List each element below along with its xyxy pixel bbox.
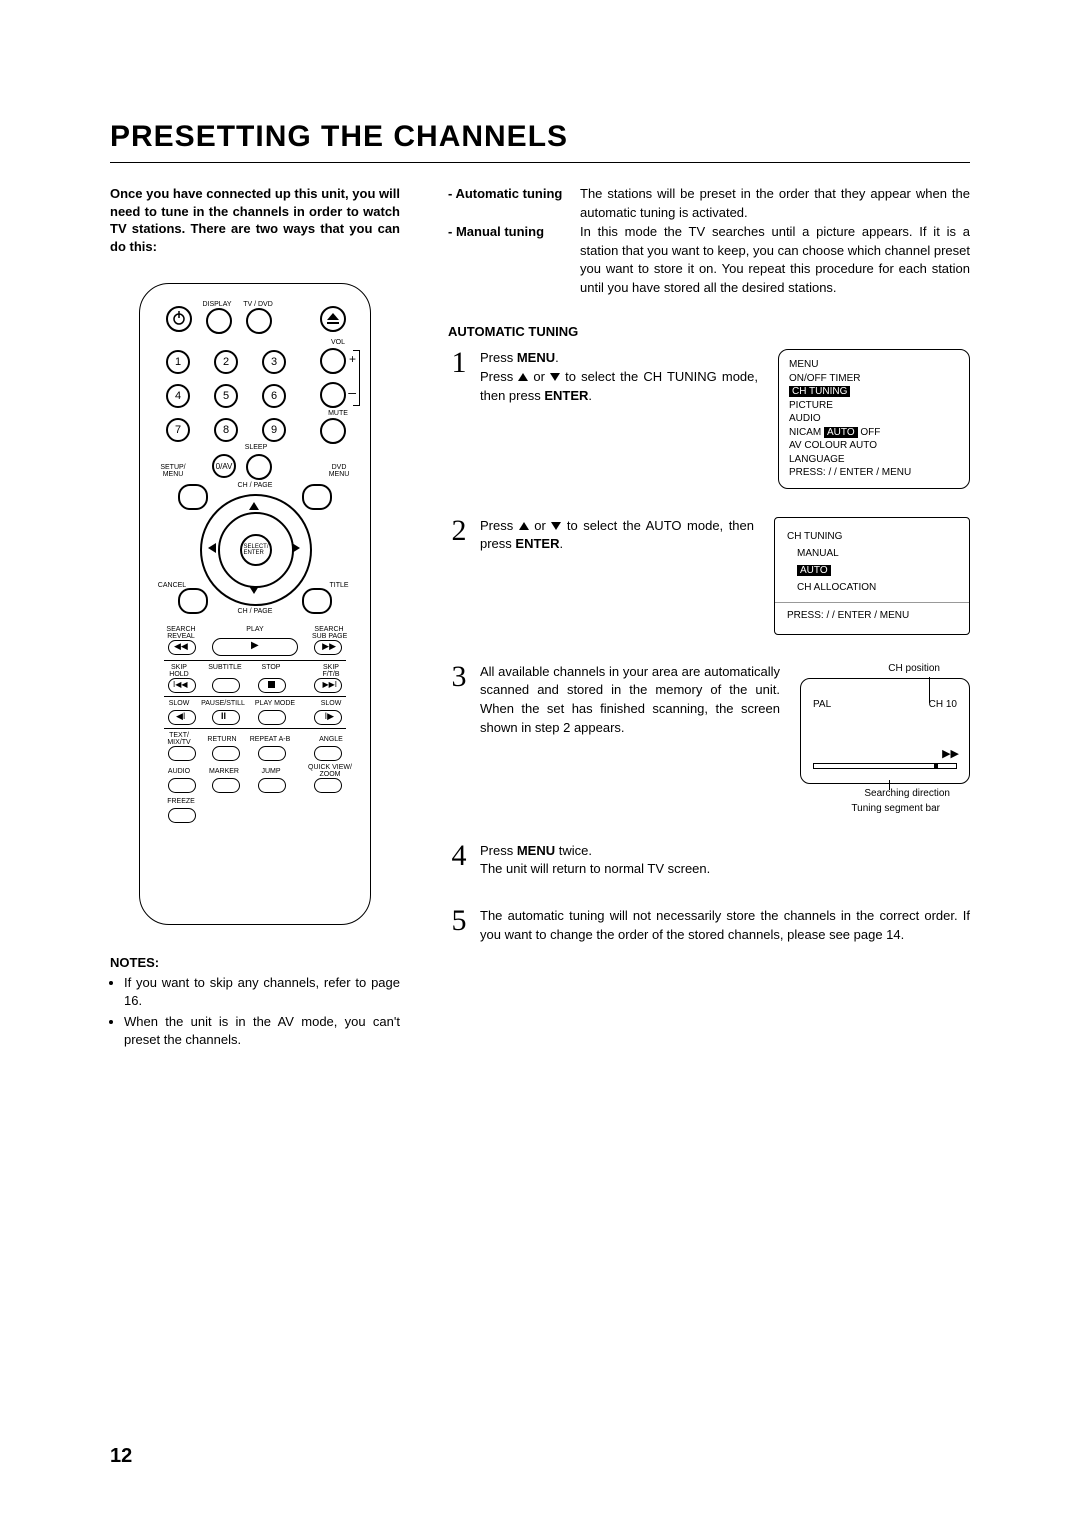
- up-arrow: [249, 502, 259, 510]
- step-2: 2 Press or to select the AUTO mode, then…: [448, 517, 970, 635]
- page-title: PRESETTING THE CHANNELS: [110, 120, 970, 154]
- title-label: TITLE: [324, 582, 354, 589]
- cancel-label: CANCEL: [154, 582, 190, 589]
- setup-label: SETUP/ MENU: [156, 464, 190, 478]
- step-4: 4 Press MENU twice. The unit will return…: [448, 842, 970, 880]
- down-triangle-icon: [550, 373, 560, 381]
- mute-label: MUTE: [324, 410, 352, 417]
- remote-control-illustration: DISPLAY TV / DVD VOL 1 2 3 + 4 5 6 –: [139, 283, 371, 925]
- num-5: 5: [214, 384, 238, 408]
- auto-tuning-def: - Automatic tuning The stations will be …: [448, 185, 970, 223]
- step-number: 1: [448, 349, 470, 378]
- title-rule: [110, 162, 970, 163]
- vol-label: VOL: [326, 339, 350, 346]
- fast-forward-icon: ▶▶: [942, 747, 959, 760]
- left-arrow: [208, 543, 216, 553]
- num-1: 1: [166, 350, 190, 374]
- step-number: 3: [448, 663, 470, 692]
- step-3: 3 All available channels in your area ar…: [448, 663, 970, 814]
- manual-tuning-def: - Manual tuning In this mode the TV sear…: [448, 223, 970, 298]
- num-2: 2: [214, 350, 238, 374]
- zero-av-button: 0/AV: [212, 454, 236, 478]
- page-number: 12: [110, 1445, 132, 1468]
- display-button: [206, 308, 232, 334]
- vol-down: [320, 382, 346, 408]
- search-sub-label: SEARCH SUB PAGE: [312, 626, 346, 640]
- sleep-label: SLEEP: [238, 444, 274, 451]
- eject-button: [320, 306, 346, 332]
- step-number: 2: [448, 517, 470, 546]
- dvdmenu-button: [302, 484, 332, 510]
- note-item: When the unit is in the AV mode, you can…: [124, 1013, 400, 1048]
- num-7: 7: [166, 418, 190, 442]
- step-1: 1 Press MENU. Press or to select the CH …: [448, 349, 970, 489]
- vol-up: [320, 348, 346, 374]
- num-9: 9: [262, 418, 286, 442]
- display-label: DISPLAY: [200, 301, 234, 308]
- num-8: 8: [214, 418, 238, 442]
- setup-button: [178, 484, 208, 510]
- step-text: All available channels in your area are …: [480, 663, 780, 814]
- notes-list: If you want to skip any channels, refer …: [110, 974, 400, 1048]
- intro-text: Once you have connected up this unit, yo…: [110, 185, 400, 255]
- step-5: 5 The automatic tuning will not necessar…: [448, 907, 970, 945]
- down-arrow: [249, 586, 259, 594]
- step-text: Press MENU. Press or to select the CH TU…: [480, 349, 758, 489]
- tvdvd-button: [246, 308, 272, 334]
- sleep-button: [246, 454, 272, 480]
- select-enter-button: SELECT/ ENTER: [240, 534, 272, 566]
- up-triangle-icon: [518, 373, 528, 381]
- chpage-up-label: CH / PAGE: [140, 482, 370, 489]
- up-triangle-icon: [519, 522, 529, 530]
- mute-button: [320, 418, 346, 444]
- note-item: If you want to skip any channels, refer …: [124, 974, 400, 1009]
- step-number: 5: [448, 907, 470, 936]
- num-4: 4: [166, 384, 190, 408]
- osd-chtuning-screen: CH TUNING MANUAL AUTO CH ALLOCATION PRES…: [774, 517, 970, 635]
- power-button: [166, 306, 192, 332]
- osd-menu-screen: MENU ON/OFF TIMER CH TUNING PICTURE AUDI…: [778, 349, 970, 489]
- num-3: 3: [262, 350, 286, 374]
- step-text: The automatic tuning will not necessaril…: [480, 907, 970, 945]
- chpage-dn-label: CH / PAGE: [140, 608, 370, 615]
- down-triangle-icon: [551, 522, 561, 530]
- automatic-tuning-heading: AUTOMATIC TUNING: [448, 324, 970, 339]
- step-text: Press or to select the AUTO mode, then p…: [480, 517, 754, 635]
- step-number: 4: [448, 842, 470, 871]
- dvdmenu-label: DVD MENU: [324, 464, 354, 478]
- step-text: Press MENU twice. The unit will return t…: [480, 842, 970, 880]
- osd-tuning-progress: CH position PAL CH 10 ▶▶ Searching direc…: [800, 663, 970, 814]
- tvdvd-label: TV / DVD: [240, 301, 276, 308]
- notes-heading: NOTES:: [110, 955, 400, 970]
- right-arrow: [292, 543, 300, 553]
- num-6: 6: [262, 384, 286, 408]
